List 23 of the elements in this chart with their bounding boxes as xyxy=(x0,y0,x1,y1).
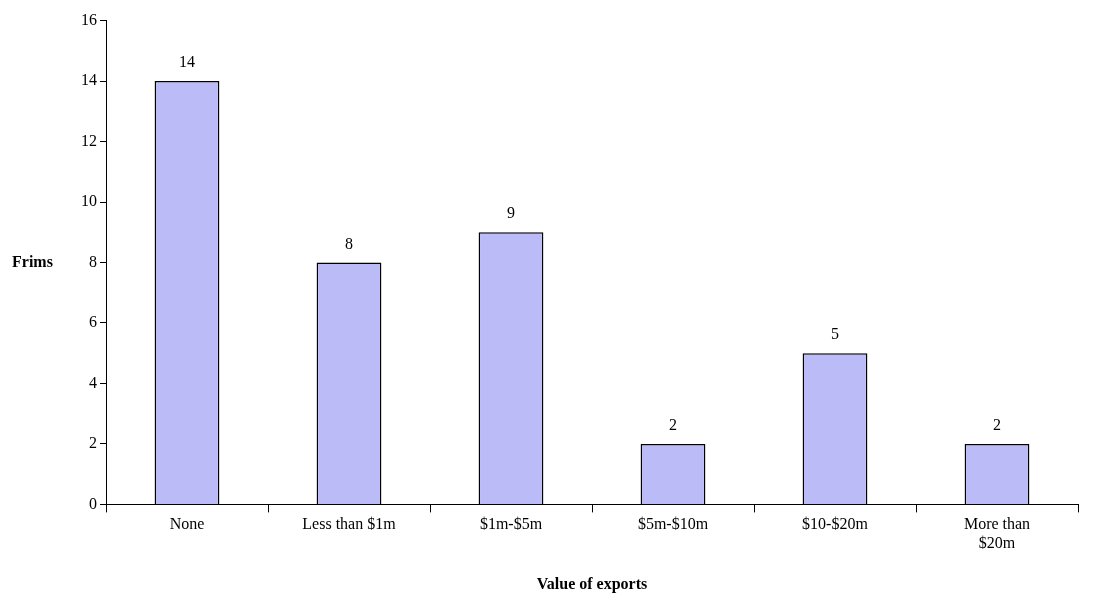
y-tick-label: 0 xyxy=(89,494,97,512)
data-label: 9 xyxy=(507,204,515,222)
x-tick-label: $5m-$10m xyxy=(637,515,709,533)
x-tick-label: $10-$20m xyxy=(802,515,869,533)
y-tick-label: 14 xyxy=(81,71,97,89)
data-label: 5 xyxy=(831,325,839,343)
y-tick-label: 4 xyxy=(89,373,97,391)
y-axis-title: Frims xyxy=(12,252,53,270)
x-tick-label: None xyxy=(169,515,205,533)
y-tick-label: 8 xyxy=(89,252,97,270)
data-label: 14 xyxy=(179,53,195,71)
x-axis-title: Value of exports xyxy=(536,574,648,593)
y-tick-label: 16 xyxy=(81,10,97,28)
y-tick-label: 6 xyxy=(89,313,97,331)
y-tick-label: 10 xyxy=(81,192,97,210)
x-tick-label: $1m-$5m xyxy=(479,515,543,533)
data-label: 2 xyxy=(993,416,1001,434)
y-tick-label: 2 xyxy=(89,434,97,452)
data-label: 2 xyxy=(669,416,677,434)
x-tick-label: Less than $1m xyxy=(302,515,397,533)
data-label: 8 xyxy=(345,234,353,252)
y-tick-label: 12 xyxy=(81,131,97,149)
x-tick-label: More than $20m xyxy=(963,515,1031,552)
